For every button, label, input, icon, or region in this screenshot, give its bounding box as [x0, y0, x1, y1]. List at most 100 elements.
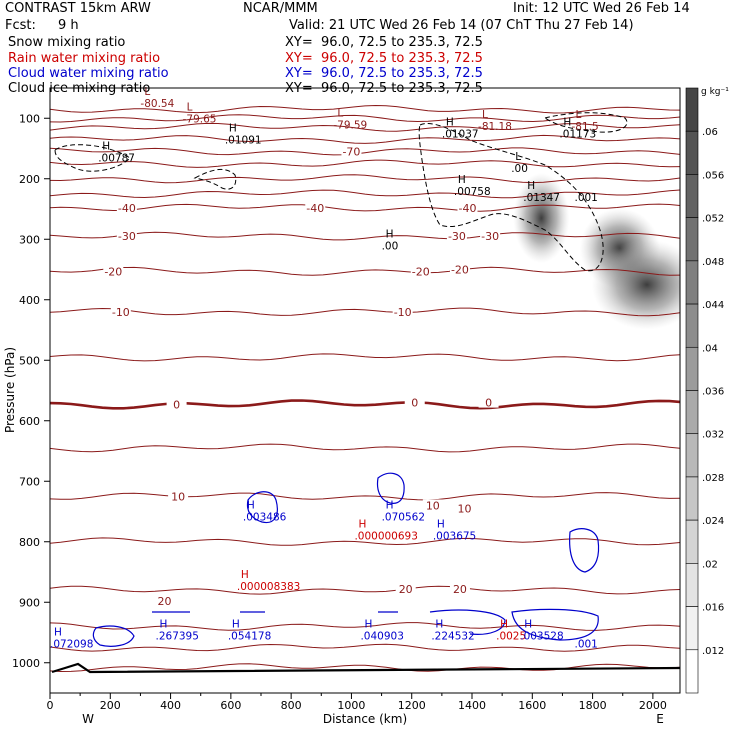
x-tick-label-3: 600 — [220, 699, 241, 712]
colorbar-swatch-12 — [685, 606, 699, 651]
contour-label-4: -30 — [118, 230, 136, 243]
extremum-kind-20: H — [160, 619, 168, 631]
extremum-value-5: .00787 — [98, 153, 135, 165]
y-tick-label-1: 200 — [19, 173, 40, 186]
colorbar-label-11: .016 — [702, 603, 724, 614]
field-name-rain: Rain water mixing ratio — [8, 51, 161, 66]
temperature-contours: -70 -40 -40 -40 -30 -30 -30 -20 -20 -20 -10 -10 0 0 0 1… — [50, 104, 680, 673]
water-contour-3 — [569, 528, 600, 573]
extremum-kind-23: H — [435, 619, 443, 631]
extremum-value-19: .072098 — [50, 638, 93, 650]
plot-frame — [49, 87, 681, 694]
extremum-value-16: .000000693 — [354, 531, 417, 543]
water-contour-4 — [92, 625, 135, 647]
extremum-kind-10: H — [458, 174, 466, 186]
extremum-value-21: .054178 — [228, 631, 271, 643]
colorbar-swatch-4 — [685, 260, 699, 305]
temp-contour-5 — [50, 159, 680, 168]
x-end-label-west: W — [82, 712, 94, 726]
extremum-value-17: .003675 — [433, 531, 476, 543]
extremum-kind-17: H — [437, 519, 445, 531]
fcst-value: 9 h — [58, 18, 79, 33]
contour-label-11: -10 — [394, 306, 412, 319]
water-contour-1 — [246, 491, 278, 524]
extremum-value-18: .000008383 — [237, 581, 300, 593]
colorbar-label-8: .028 — [702, 473, 724, 484]
water-contour-2 — [376, 472, 405, 504]
contour-label-bg-3 — [457, 201, 478, 213]
x-tick-label-10: 2000 — [639, 699, 667, 712]
contour-label-9: -20 — [451, 264, 469, 277]
x-axis-label: Distance (km) — [323, 712, 407, 726]
extremum-kind-8: H — [563, 116, 571, 128]
water-contour-8 — [429, 609, 506, 635]
extremum-value-1: -79.65 — [183, 113, 217, 125]
extrema-labels: L-80.54 L-79.65 L-79.59L-81.18L-81.5H.0078… — [50, 86, 599, 650]
extremum-value-14: .003486 — [243, 511, 287, 523]
extremum-kind-3: L — [482, 109, 488, 121]
water-contour-9 — [511, 608, 599, 641]
extremum-kind-4: L — [575, 109, 581, 121]
extremum-value-9: .00 — [511, 163, 528, 175]
contour-label-16: 10 — [426, 499, 440, 512]
temp-contour-15 — [50, 492, 680, 501]
colorbar-label-6: .036 — [702, 387, 724, 398]
extremum-kind-5: H — [102, 141, 110, 153]
contour-label-12: 0 — [173, 398, 180, 411]
y-tick-label-9: 1000 — [12, 657, 40, 670]
valid-time: Valid: 21 UTC Wed 26 Feb 14 (07 ChT Thu … — [289, 18, 634, 33]
contour-label-14: 0 — [485, 397, 492, 410]
extremum-kind-14: H — [247, 499, 255, 511]
x-tick-label-7: 1400 — [458, 699, 486, 712]
extremum-value-13: .00 — [382, 240, 399, 252]
colorbar-swatch-8 — [685, 433, 699, 478]
colorbar-label-0: .06 — [702, 127, 718, 138]
extremum-value-15: .070562 — [382, 511, 425, 523]
x-tick-label-4: 800 — [281, 699, 302, 712]
colorbar-label-10: .02 — [702, 559, 718, 570]
colorbar-label-4: .044 — [702, 300, 724, 311]
colorbar-swatch-11 — [685, 563, 699, 607]
temp-contour-18 — [50, 622, 680, 631]
extremum-kind-19: H — [54, 626, 62, 638]
temp-contour-4 — [50, 147, 680, 156]
contour-label-5: -30 — [448, 230, 466, 243]
temp-contour-9 — [50, 231, 680, 241]
y-tick-label-0: 100 — [19, 112, 40, 125]
contour-label-8: -20 — [412, 265, 430, 278]
extremum-kind-25: H — [524, 619, 532, 631]
x-tick-label-8: 1600 — [518, 699, 546, 712]
contour-label-6: -30 — [481, 230, 499, 243]
contour-label-bg-2 — [305, 201, 326, 213]
contour-label-17: 10 — [457, 502, 471, 515]
extremum-value-22: .040903 — [360, 631, 403, 643]
y-tick-label-7: 800 — [19, 536, 40, 549]
field-name-cloud-ice: Cloud ice mixing ratio — [8, 81, 151, 96]
contour-label-bg-7 — [103, 265, 124, 277]
x-tick-label-1: 200 — [100, 699, 121, 712]
temp-contour-3 — [50, 134, 680, 144]
contour-label-bg-20 — [449, 582, 470, 594]
org-label: NCAR/MMM — [243, 1, 318, 16]
colorbar-label-12: .012 — [702, 646, 724, 657]
contour-label-15: 10 — [171, 490, 185, 503]
extremum-kind-21: H — [232, 619, 240, 631]
x-tick-label-6: 1200 — [398, 699, 426, 712]
field-name-snow: Snow mixing ratio — [8, 35, 126, 50]
temp-contour-20 — [50, 663, 680, 673]
temp-contour-2 — [50, 122, 680, 132]
temp-contour-10 — [50, 266, 680, 276]
y-tick-label-4: 500 — [19, 354, 40, 367]
extremum-value-20: .267395 — [156, 631, 199, 643]
contour-label-bg-5 — [446, 230, 467, 242]
x-tick-label-0: 0 — [47, 699, 54, 712]
colorbar-swatch-0 — [685, 87, 699, 132]
contour-label-3: -40 — [459, 202, 477, 215]
x-end-label-east: E — [656, 712, 664, 726]
extremum-value-8: .01173 — [559, 128, 596, 140]
contour-label-bg-9 — [449, 263, 470, 275]
temp-contour-7 — [50, 189, 680, 199]
extremum-kind-15: H — [386, 499, 394, 511]
temp-contour-19 — [50, 643, 680, 652]
